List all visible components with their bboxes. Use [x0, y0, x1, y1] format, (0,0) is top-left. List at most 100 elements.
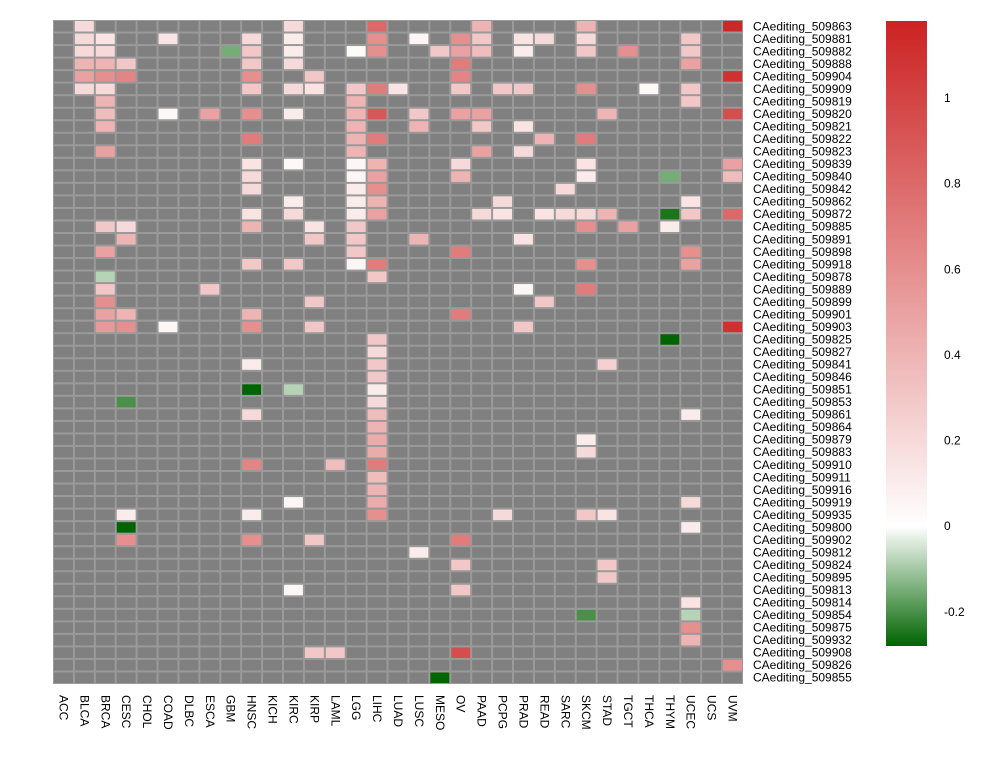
heatmap-cell: [116, 233, 136, 245]
heatmap-cell: [200, 409, 220, 420]
heatmap-cell: [451, 384, 471, 395]
heatmap-cell: [242, 196, 262, 207]
heatmap-cell: [639, 384, 659, 395]
heatmap-cell: [74, 384, 94, 395]
heatmap-cell: [723, 83, 742, 95]
heatmap-cell: [179, 108, 199, 120]
heatmap-cell: [534, 472, 554, 483]
heatmap-cell: [430, 634, 450, 646]
heatmap-cell: [388, 133, 408, 145]
column-label: UCEC: [684, 695, 698, 729]
heatmap-cell: [702, 259, 722, 270]
heatmap-cell: [54, 484, 73, 496]
heatmap-cell: [54, 146, 73, 157]
heatmap-cell: [325, 296, 345, 308]
row-label: CAediting_509841: [753, 358, 852, 372]
heatmap-cell: [137, 208, 157, 220]
heatmap-cell: [200, 346, 220, 358]
heatmap-cell: [534, 359, 554, 370]
heatmap-cell: [74, 472, 94, 483]
heatmap-cell: [74, 246, 94, 258]
heatmap-cell: [576, 108, 596, 120]
heatmap-cell: [346, 183, 366, 195]
heatmap-cell: [158, 121, 178, 132]
heatmap-cell: [325, 183, 345, 195]
heatmap-cell: [200, 221, 220, 232]
heatmap-cell: [514, 196, 533, 207]
heatmap-cell: [74, 459, 94, 471]
heatmap-cell: [534, 609, 554, 621]
heatmap-cell: [555, 146, 575, 157]
heatmap-cell: [95, 146, 115, 157]
heatmap-cell: [409, 472, 429, 483]
heatmap-cell: [430, 497, 450, 508]
heatmap-cell: [304, 33, 324, 45]
heatmap-cell: [618, 21, 638, 32]
heatmap-cell: [179, 321, 199, 333]
heatmap-cell: [451, 259, 471, 270]
heatmap-cell: [618, 58, 638, 70]
heatmap-cell: [95, 309, 115, 320]
heatmap-cell: [702, 296, 722, 308]
heatmap-cell: [242, 133, 262, 145]
heatmap-cell: [702, 334, 722, 345]
heatmap-cell: [430, 572, 450, 583]
heatmap-cell: [702, 359, 722, 370]
heatmap-cell: [514, 559, 533, 571]
heatmap-cell: [388, 321, 408, 333]
heatmap-cell: [200, 509, 220, 521]
heatmap-cell: [263, 409, 282, 420]
heatmap-cell: [723, 284, 742, 295]
row-label: CAediting_509908: [753, 646, 852, 660]
heatmap-cell: [702, 83, 722, 95]
heatmap-cell: [534, 284, 554, 295]
heatmap-cell: [304, 534, 324, 546]
heatmap-cell: [493, 146, 512, 157]
heatmap-cell: [660, 246, 680, 258]
heatmap-cell: [639, 284, 659, 295]
heatmap-cell: [137, 359, 157, 370]
heatmap-cell: [54, 359, 73, 370]
heatmap-cell: [534, 259, 554, 270]
heatmap-cell: [723, 146, 742, 157]
heatmap-cell: [388, 572, 408, 583]
heatmap-cell: [221, 158, 241, 170]
heatmap-cell: [723, 622, 742, 633]
heatmap-cell: [325, 609, 345, 621]
heatmap-cell: [597, 33, 617, 45]
heatmap-cell: [409, 196, 429, 207]
heatmap-cell: [597, 484, 617, 496]
heatmap-cell: [430, 609, 450, 621]
heatmap-cell: [242, 472, 262, 483]
heatmap-cell: [472, 396, 492, 408]
heatmap-cell: [74, 647, 94, 658]
heatmap-cell: [514, 359, 533, 370]
heatmap-cell: [702, 196, 722, 207]
heatmap-cell: [618, 71, 638, 82]
heatmap-cell: [263, 584, 282, 596]
heatmap-cell: [304, 409, 324, 420]
heatmap-cell: [158, 58, 178, 70]
heatmap-cell: [639, 459, 659, 471]
heatmap-cell: [660, 472, 680, 483]
heatmap-cell: [723, 208, 742, 220]
heatmap-cell: [597, 108, 617, 120]
heatmap-cell: [639, 158, 659, 170]
column-label: PCPG: [496, 695, 510, 729]
heatmap-cell: [702, 384, 722, 395]
heatmap-cell: [723, 221, 742, 232]
heatmap-cell: [116, 597, 136, 608]
heatmap-cell: [723, 71, 742, 82]
heatmap-cell: [681, 434, 701, 445]
heatmap-cell: [597, 509, 617, 521]
heatmap-cell: [116, 359, 136, 370]
heatmap-cell: [200, 271, 220, 283]
heatmap-cell: [158, 259, 178, 270]
row-label: CAediting_509903: [753, 320, 852, 334]
heatmap-cell: [597, 421, 617, 433]
heatmap-cell: [242, 321, 262, 333]
heatmap-cell: [702, 534, 722, 546]
heatmap-cell: [263, 547, 282, 558]
heatmap-cell: [137, 421, 157, 433]
heatmap-cell: [534, 71, 554, 82]
